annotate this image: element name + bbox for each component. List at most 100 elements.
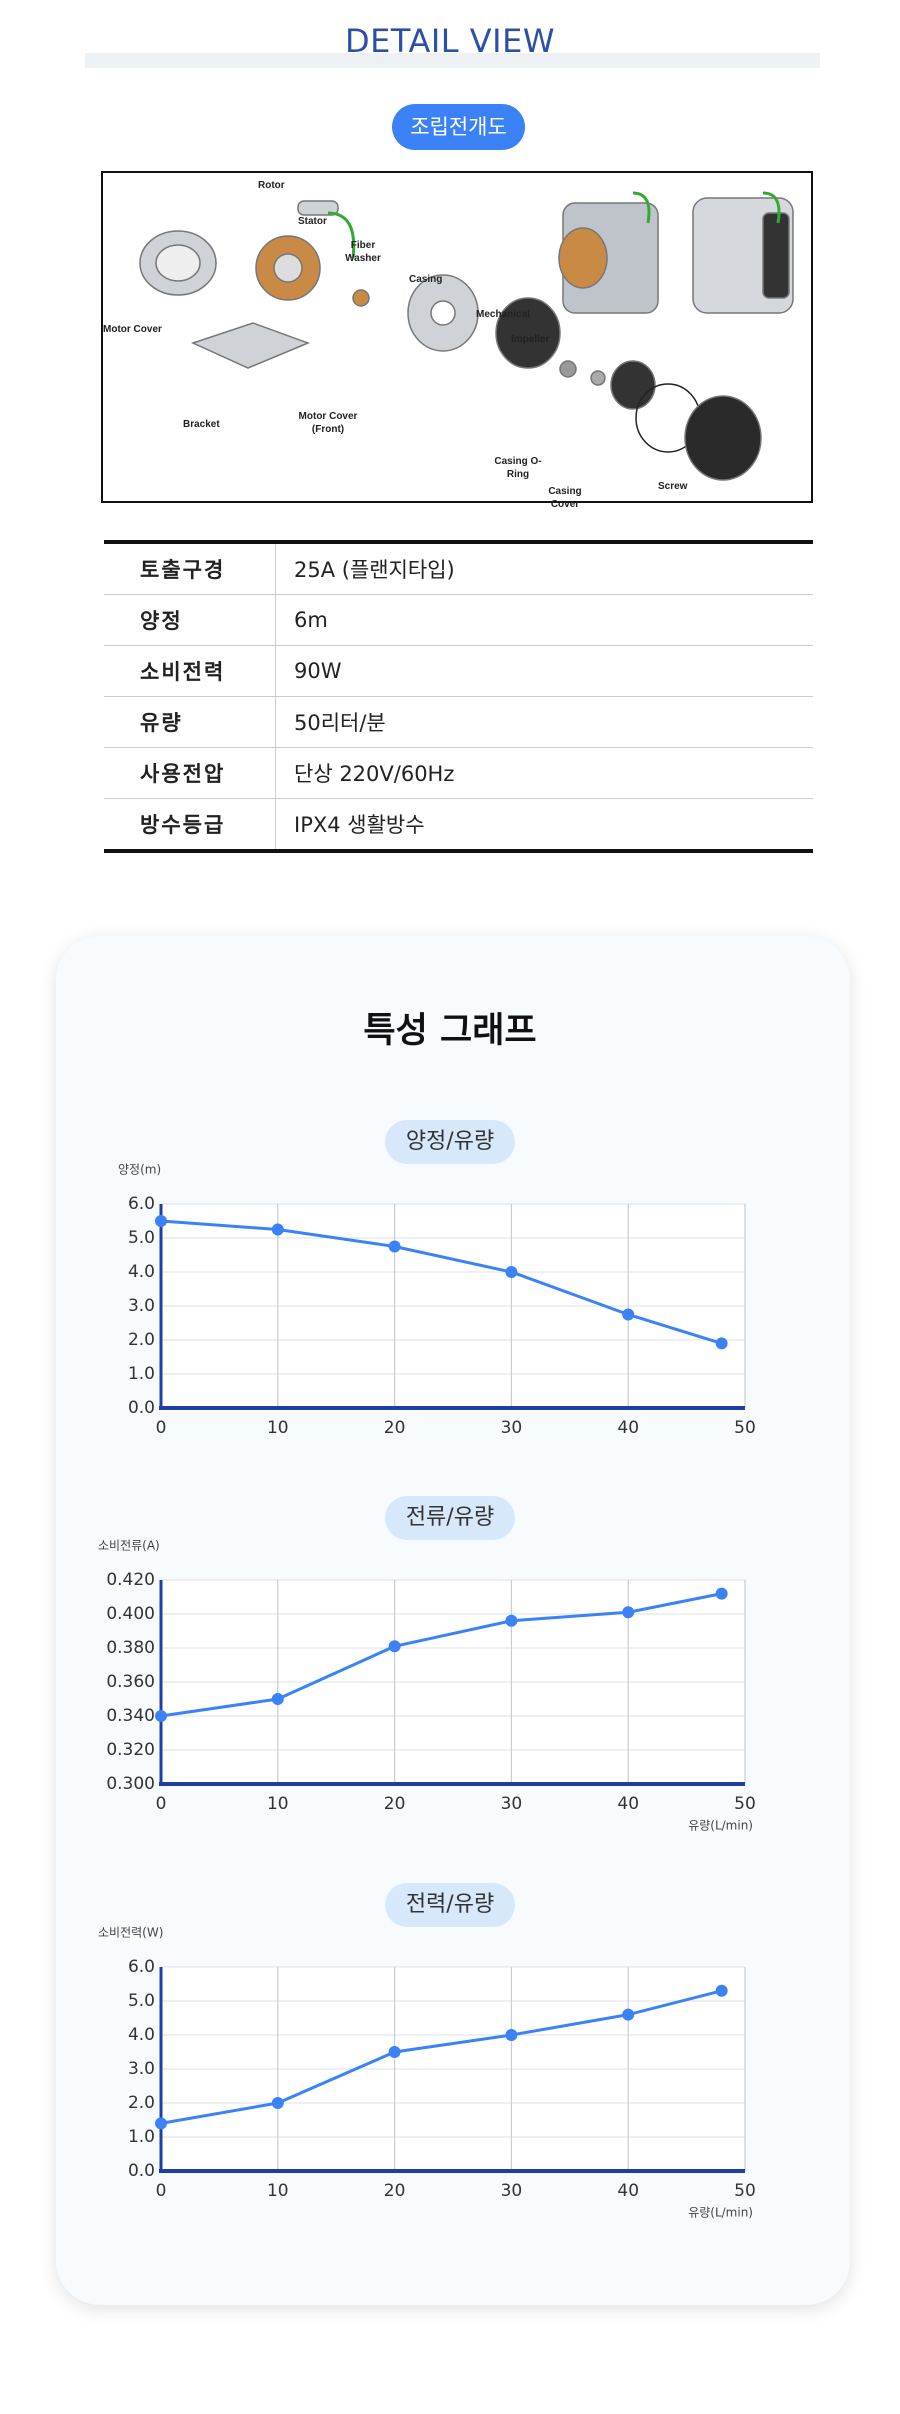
y-tick-label: 4.0 [128,2025,155,2045]
spec-row: 유량 50리터/분 [104,696,813,748]
diagram-art [139,191,794,481]
spec-row: 토출구경 25A (플랜지타입) [104,542,813,595]
y-tick-label: 0.320 [106,1740,155,1760]
data-point [155,2117,167,2130]
y-tick-label: 5.0 [128,1228,155,1248]
y-tick-label: 6.0 [128,1194,155,1214]
spec-key: 양정 [104,594,276,646]
y-tick-label: 0.400 [106,1604,155,1624]
chart-title: 전력/유량 [406,1892,494,1917]
y-tick-label: 2.0 [128,1330,155,1350]
spec-value: 90W [275,645,813,697]
y-tick-label: 0.300 [106,1774,155,1794]
y-tick-label: 6.0 [128,1957,155,1977]
data-point [271,1693,284,1705]
spec-value: 25A (플랜지타입) [275,542,813,595]
y-axis-label: 소비전력(W) [98,1926,163,1940]
data-point [388,1240,401,1253]
data-point [622,2008,635,2021]
spec-key: 토출구경 [104,542,276,595]
spec-key: 방수등급 [140,813,226,837]
x-tick-label: 30 [501,1418,523,1438]
data-point [271,1223,284,1236]
y-tick-label: 0.340 [106,1706,155,1726]
diagram-label: Casing O-Ring [494,456,542,480]
data-point [388,1640,401,1653]
chart-title-pill [385,1883,515,1927]
spec-table: 토출구경 25A (플랜지타입) 양정 6m 소비전력 90W 유량 50리터/분 사용전압 단상… [104,540,813,853]
y-tick-label: 1.0 [128,1364,155,1384]
series-line [160,1989,723,2125]
x-tick-label: 30 [501,2181,523,2201]
diagram-label: Casing Cover [548,486,582,510]
spec-row: 소비전력 90W [104,645,813,697]
diagram-label: Impeller [511,334,550,345]
data-point [715,1587,728,1600]
x-tick-label: 20 [384,1794,406,1814]
diagram-label: Motor Cover [103,324,162,335]
x-tick-label: 30 [501,1794,523,1814]
data-point [715,1984,728,1997]
spec-value: 단상 220V/60Hz [275,747,813,799]
chart-title: 양정/유량 [406,1129,494,1154]
x-tick-label: 10 [267,1418,289,1438]
x-tick-label: 10 [267,2181,289,2201]
diagram-label: Bracket [183,419,220,430]
data-point [622,1606,635,1619]
diagram-label: Stator [298,216,327,227]
header-bar [85,53,820,68]
y-tick-label: 2.0 [128,2093,155,2113]
spec-row: 양정 6m [104,594,813,646]
x-tick-label: 50 [734,2181,756,2201]
x-tick-label: 50 [734,1794,756,1814]
x-tick-label: 40 [617,1418,639,1438]
exploded-diagram: Rotor Stator Fiber Washer Motor Cover Bracke… [101,171,813,510]
diagram-label: Screw [658,481,688,492]
y-tick-label: 5.0 [128,1991,155,2011]
data-point [715,1337,728,1350]
spec-value: 6m [275,594,813,646]
series-line [160,1592,722,1718]
x-tick-label: 40 [617,2181,639,2201]
data-point [505,1614,518,1627]
data-point [622,1308,635,1321]
diagram-label: Casing [409,274,443,285]
diagram-label: Motor Cover (Front) [298,411,358,435]
y-tick-label: 0.380 [106,1638,155,1658]
y-tick-label: 0.360 [106,1672,155,1692]
spec-key: 사용전압 [104,747,276,799]
y-tick-label: 0.0 [128,1398,155,1418]
x-tick-label: 0 [156,1418,167,1438]
graph-section-title: 특성 그래프 [363,1011,536,1051]
spec-value: 50리터/분 [275,696,813,748]
spec-value: IPX4 생활방수 [275,798,813,851]
x-axis-label: 유량(L/min) [688,2206,753,2220]
data-point [505,1266,518,1278]
chart-title: 전류/유량 [406,1505,494,1530]
x-tick-label: 20 [384,2181,406,2201]
y-tick-label: 4.0 [128,1262,155,1282]
x-axis-label: 유량(L/min) [688,1819,753,1833]
data-point [155,1215,167,1227]
spec-row: 방수등급 IPX4 생활방수 [104,798,813,851]
series-line [160,1219,723,1345]
x-tick-label: 10 [267,1794,289,1814]
x-tick-label: 0 [156,1794,167,1814]
diagram-label: Fiber Washer [345,240,381,264]
y-tick-label: 0.420 [106,1570,155,1590]
header-title: DETAIL VIEW [345,22,555,60]
y-tick-label: 1.0 [128,2127,155,2147]
data-point [271,2097,284,2109]
spec-key: 소비전력 [104,645,276,697]
chart-title-pill [385,1496,515,1540]
x-tick-label: 50 [734,1418,756,1438]
section-badge: 조립전개도 [392,104,525,150]
x-tick-label: 40 [617,1794,639,1814]
spec-row: 사용전압 단상 220V/60Hz [104,747,813,799]
spec-key: 유량 [104,696,276,748]
data-point [505,2029,518,2041]
x-tick-label: 20 [384,1418,406,1438]
y-tick-label: 3.0 [128,2059,155,2079]
y-axis-label: 소비전류(A) [98,1539,160,1553]
